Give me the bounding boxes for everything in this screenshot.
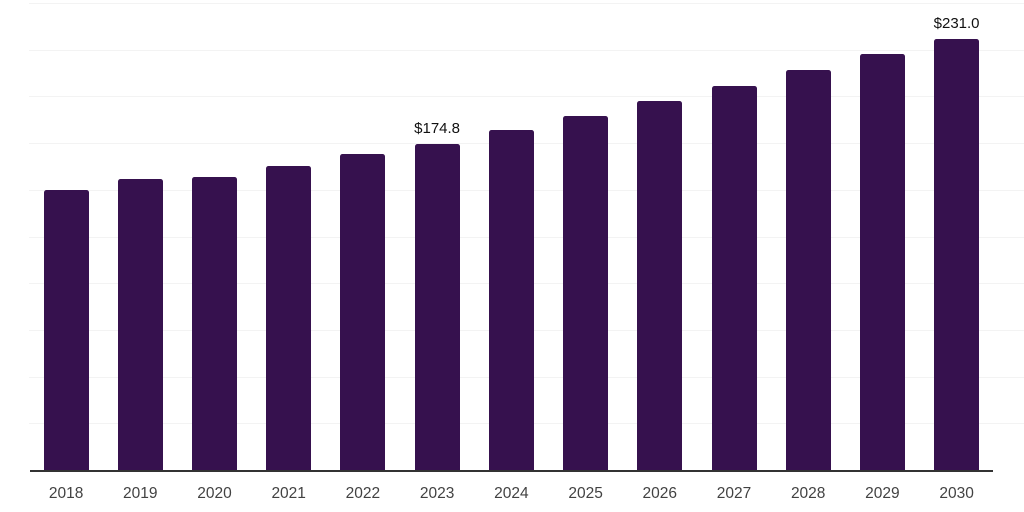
bar-2028: [785, 69, 831, 470]
x-tick-label-2022: 2022: [345, 485, 381, 502]
value-label-2030: $231.0: [933, 14, 980, 32]
bar-2021: [266, 165, 312, 470]
bar-2026: [637, 100, 683, 470]
value-label-2023: $174.8: [414, 119, 461, 137]
x-tick-label-2029: 2029: [865, 485, 900, 502]
bar-2029: [859, 53, 905, 470]
bar-2022: [340, 154, 386, 470]
x-tick-label-2018: 2018: [48, 485, 84, 502]
gridline-200: [29, 96, 1024, 98]
x-tick-label-2027: 2027: [716, 485, 752, 502]
bar-2027: [711, 85, 757, 470]
x-tick-label-2028: 2028: [790, 485, 826, 502]
bar-2023: [414, 143, 460, 470]
x-tick-label-2024: 2024: [494, 485, 529, 502]
gridline-250: [29, 3, 1024, 4]
x-tick-label-2026: 2026: [642, 485, 678, 502]
bar-2025: [563, 115, 609, 470]
x-tick-label-2019: 2019: [123, 485, 158, 502]
x-tick-label-2025: 2025: [568, 485, 603, 502]
bar-2019: [117, 178, 163, 470]
x-tick-label-2030: 2030: [939, 485, 974, 502]
x-axis-line: [30, 469, 993, 472]
bar-2020: [192, 177, 237, 470]
x-tick-label-2021: 2021: [271, 485, 306, 502]
bar-2030: [934, 38, 980, 470]
bar-2018: [43, 189, 89, 470]
x-tick-label-2023: 2023: [419, 485, 455, 502]
gridline-225: [29, 49, 1024, 51]
x-tick-label-2020: 2020: [197, 485, 232, 502]
bar-2024: [488, 130, 534, 470]
